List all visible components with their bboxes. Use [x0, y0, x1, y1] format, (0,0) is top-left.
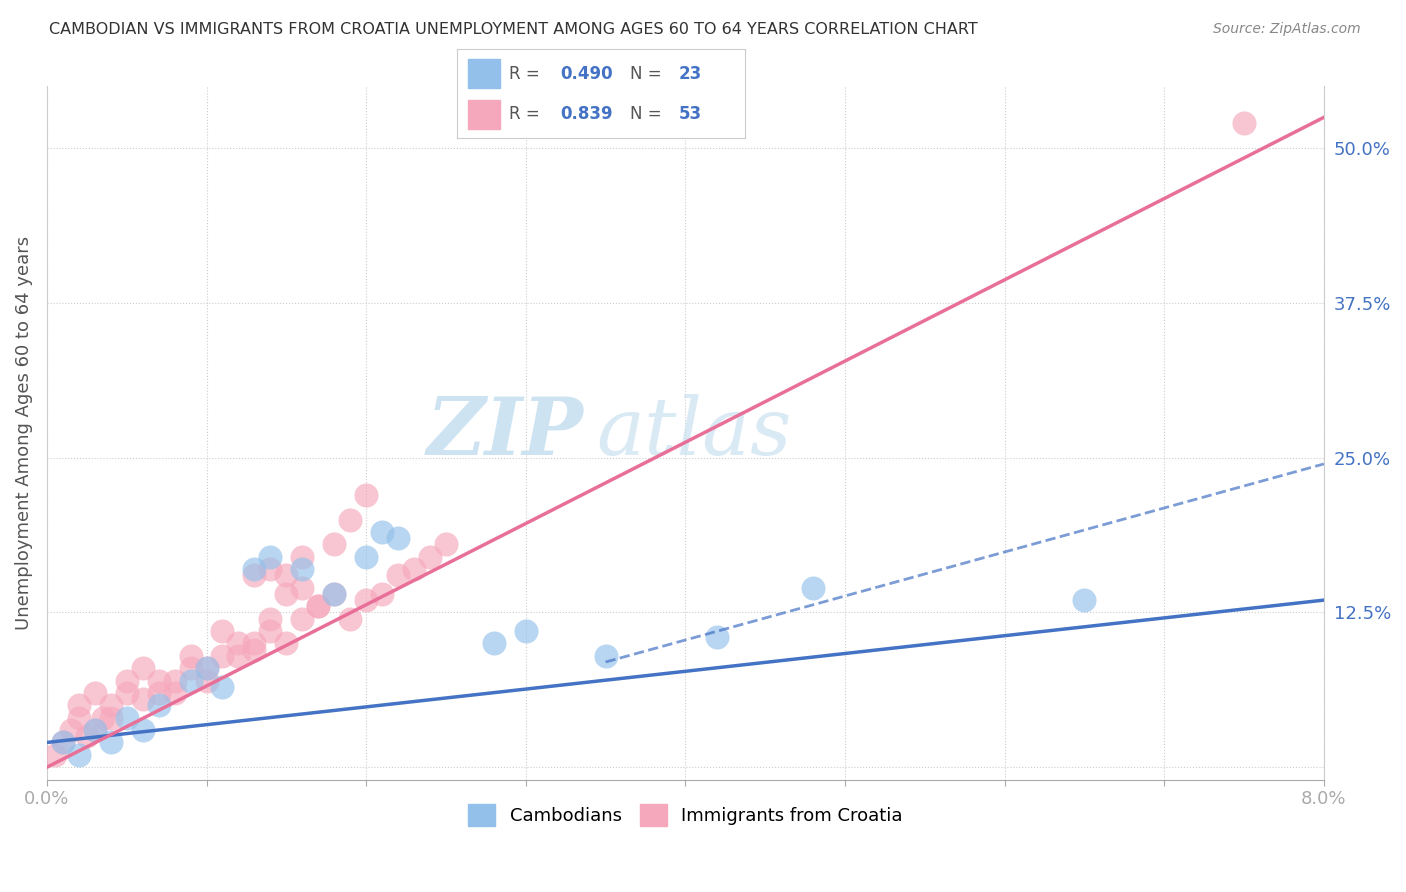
Point: [243, 636, 266, 650]
Point: [434, 537, 457, 551]
Point: [307, 599, 329, 614]
Point: [195, 673, 218, 688]
Point: [100, 711, 122, 725]
Point: [67, 698, 90, 713]
Point: [801, 581, 824, 595]
Point: [100, 698, 122, 713]
Point: [163, 673, 186, 688]
Text: Source: ZipAtlas.com: Source: ZipAtlas.com: [1213, 22, 1361, 37]
Point: [276, 568, 298, 582]
Point: [371, 587, 394, 601]
Point: [131, 723, 153, 737]
Point: [291, 562, 314, 576]
Point: [52, 735, 75, 749]
Point: [52, 735, 75, 749]
Text: 0.490: 0.490: [561, 64, 613, 83]
Point: [44, 747, 66, 762]
Point: [276, 587, 298, 601]
Point: [67, 747, 90, 762]
Point: [354, 593, 377, 607]
Point: [259, 549, 281, 564]
Point: [148, 673, 170, 688]
Point: [115, 673, 138, 688]
Point: [67, 711, 90, 725]
Point: [323, 587, 346, 601]
Point: [180, 648, 202, 663]
Point: [211, 624, 233, 638]
Point: [419, 549, 441, 564]
Text: R =: R =: [509, 104, 546, 123]
Point: [276, 636, 298, 650]
Point: [354, 488, 377, 502]
Point: [131, 692, 153, 706]
Y-axis label: Unemployment Among Ages 60 to 64 years: Unemployment Among Ages 60 to 64 years: [15, 235, 32, 630]
Text: 53: 53: [679, 104, 702, 123]
Point: [243, 562, 266, 576]
Point: [131, 661, 153, 675]
Bar: [468, 100, 501, 129]
Point: [1233, 116, 1256, 130]
Point: [259, 612, 281, 626]
Point: [387, 568, 409, 582]
Point: [1073, 593, 1095, 607]
Point: [228, 636, 250, 650]
Point: [195, 661, 218, 675]
Point: [515, 624, 537, 638]
Point: [228, 648, 250, 663]
Point: [211, 680, 233, 694]
Point: [243, 568, 266, 582]
Point: [180, 661, 202, 675]
Point: [402, 562, 425, 576]
Text: R =: R =: [509, 64, 546, 83]
Text: N =: N =: [630, 104, 666, 123]
Point: [354, 549, 377, 564]
Point: [115, 686, 138, 700]
Bar: [468, 59, 501, 88]
Text: 23: 23: [679, 64, 702, 83]
Point: [291, 612, 314, 626]
Point: [180, 673, 202, 688]
Text: CAMBODIAN VS IMMIGRANTS FROM CROATIA UNEMPLOYMENT AMONG AGES 60 TO 64 YEARS CORR: CAMBODIAN VS IMMIGRANTS FROM CROATIA UNE…: [49, 22, 979, 37]
Point: [83, 723, 105, 737]
Point: [115, 711, 138, 725]
Point: [595, 648, 617, 663]
Text: ZIP: ZIP: [426, 394, 583, 472]
Point: [371, 524, 394, 539]
Point: [91, 711, 114, 725]
Point: [482, 636, 505, 650]
Point: [100, 735, 122, 749]
Point: [307, 599, 329, 614]
Point: [259, 624, 281, 638]
Point: [83, 723, 105, 737]
Point: [323, 537, 346, 551]
Point: [323, 587, 346, 601]
Point: [339, 513, 361, 527]
Point: [706, 630, 728, 644]
Point: [195, 661, 218, 675]
Point: [59, 723, 82, 737]
Point: [339, 612, 361, 626]
Point: [291, 581, 314, 595]
Point: [163, 686, 186, 700]
Point: [76, 729, 98, 743]
Point: [148, 698, 170, 713]
Legend: Cambodians, Immigrants from Croatia: Cambodians, Immigrants from Croatia: [461, 797, 910, 833]
Point: [291, 549, 314, 564]
Point: [83, 686, 105, 700]
Point: [211, 648, 233, 663]
Point: [148, 686, 170, 700]
Point: [243, 642, 266, 657]
Text: N =: N =: [630, 64, 666, 83]
Point: [259, 562, 281, 576]
Text: atlas: atlas: [596, 394, 792, 472]
Text: 0.839: 0.839: [561, 104, 613, 123]
Point: [387, 531, 409, 545]
